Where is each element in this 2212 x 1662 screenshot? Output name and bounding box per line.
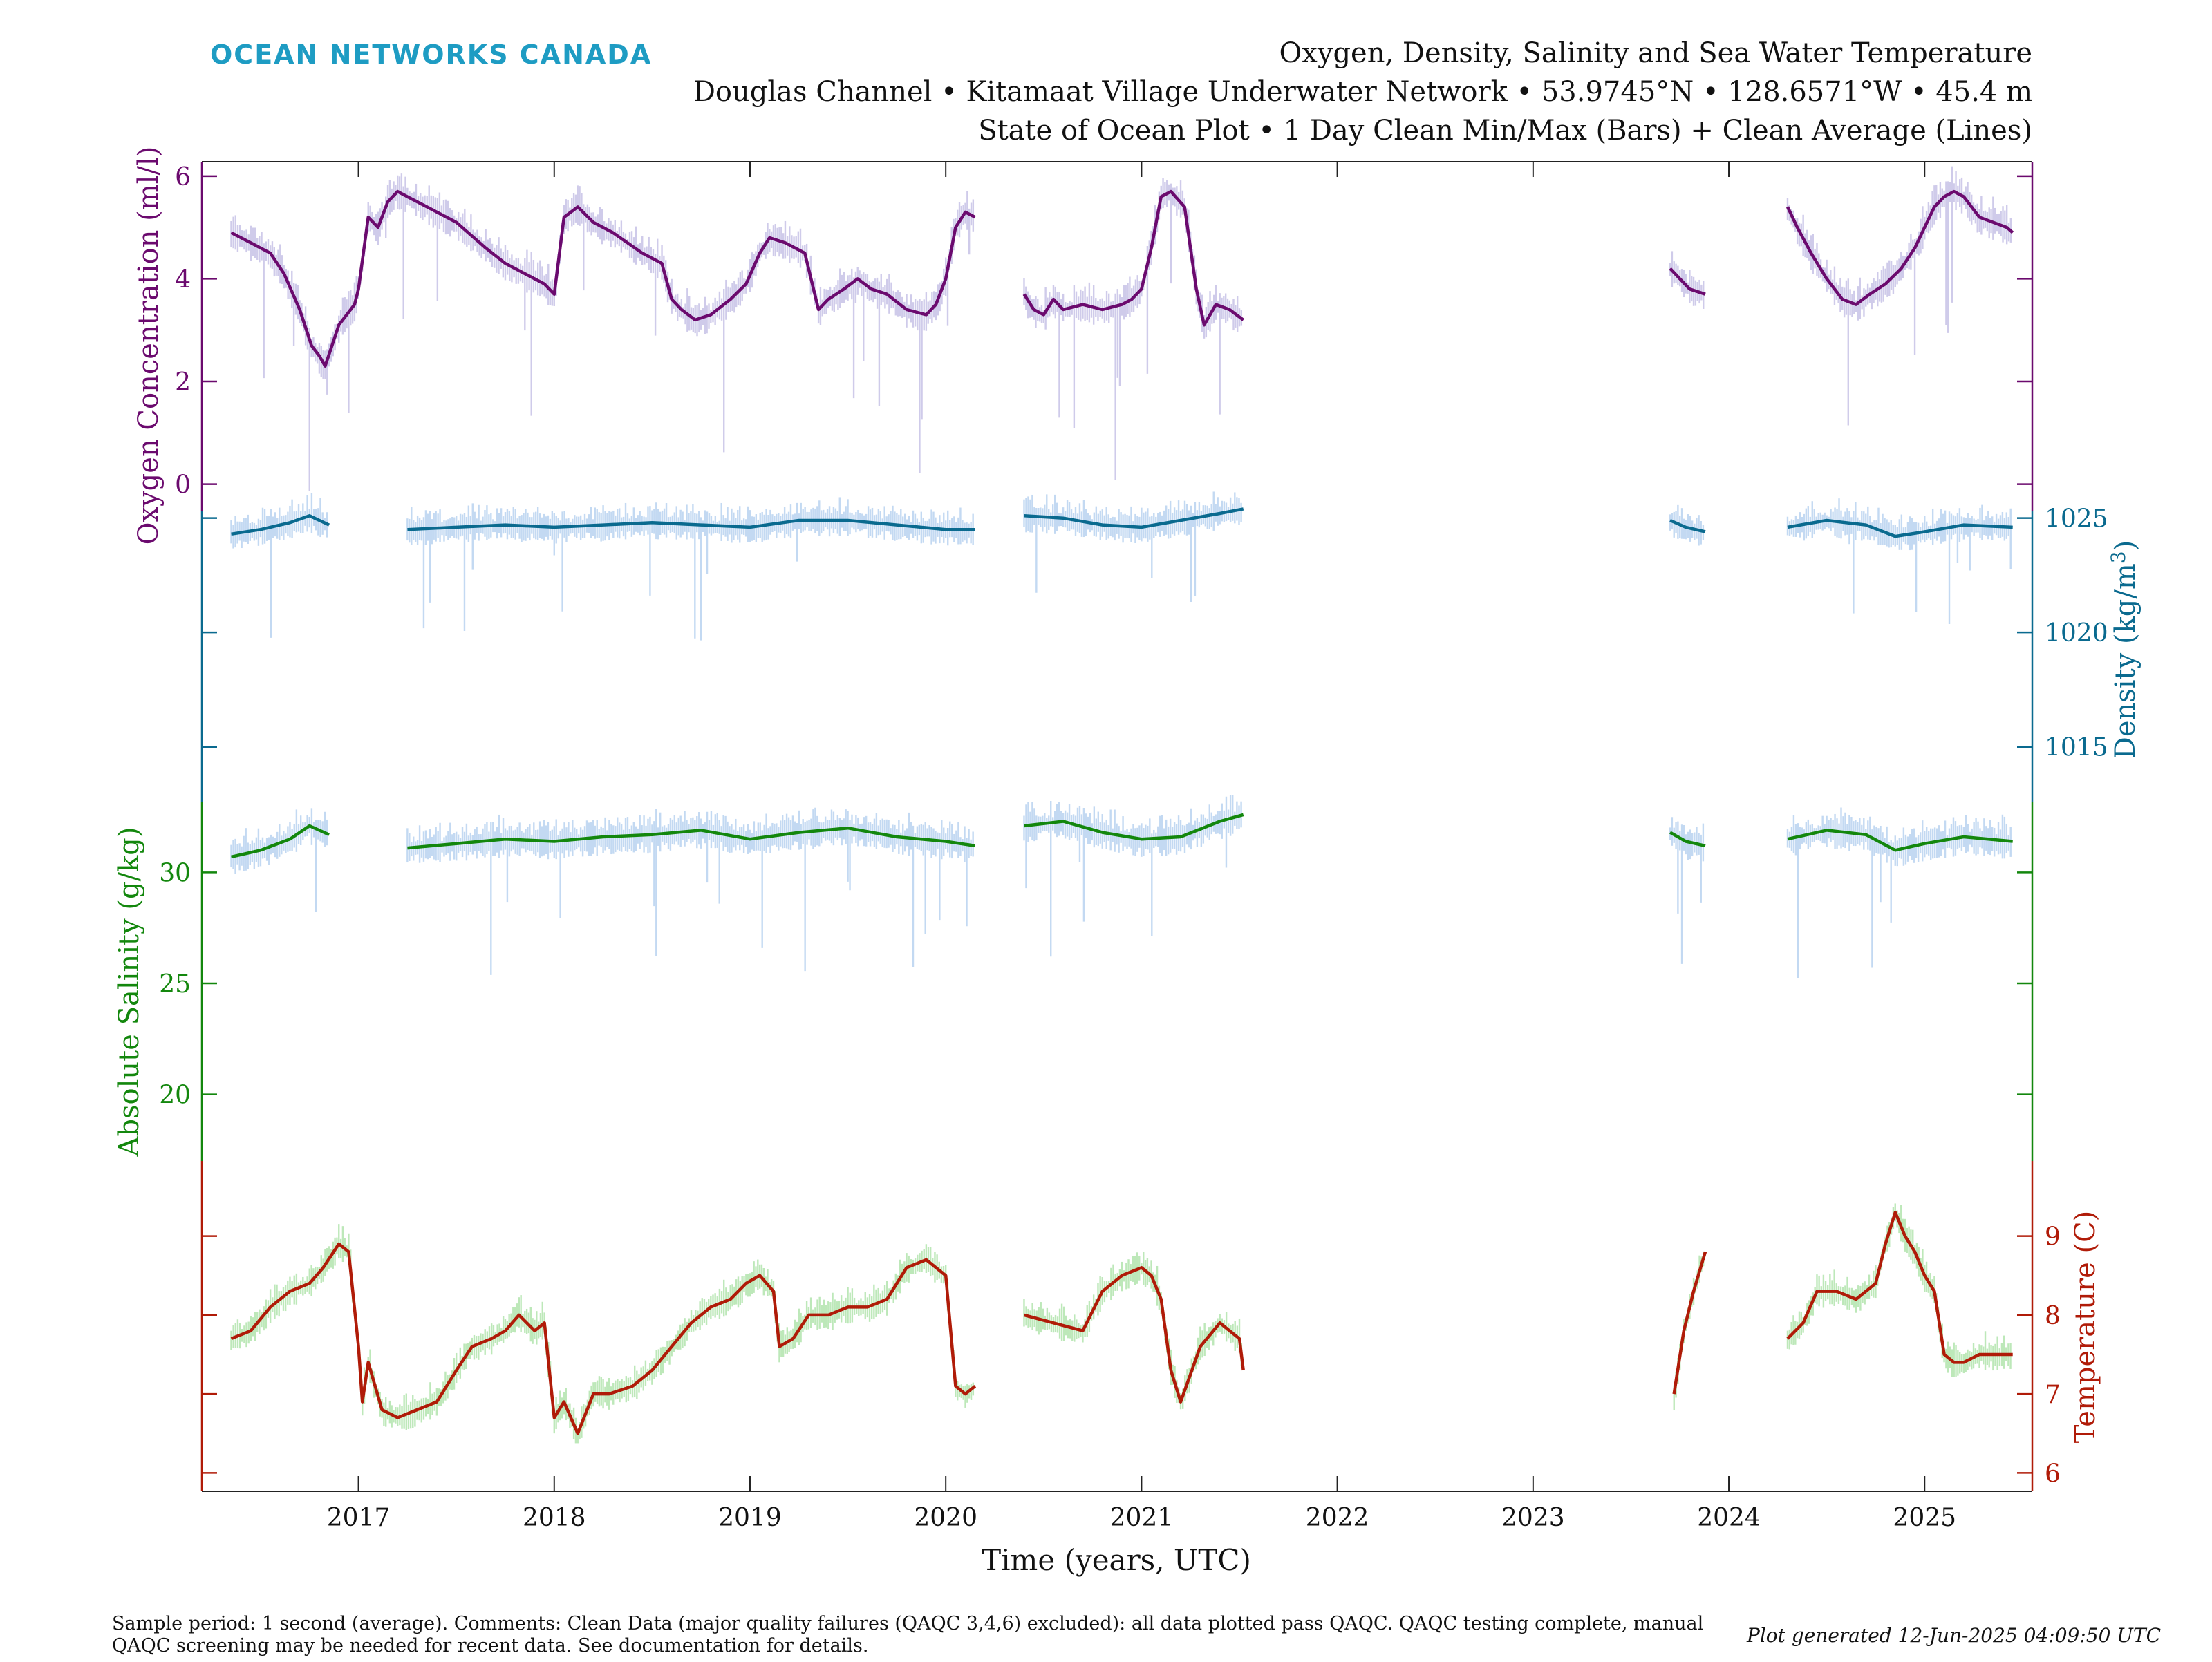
plot-generated-stamp: Plot generated 12-Jun-2025 04:09:50 UTC (1746, 1624, 2161, 1647)
y-tick-label: 20 (159, 1082, 191, 1110)
y-tick-label: 8 (2045, 1302, 2061, 1330)
series-line-oxygen-concentration (230, 189, 976, 368)
x-tick-label: 2020 (914, 1504, 977, 1532)
salinity-axis-label: Absolute Salinity (g/kg) (113, 827, 145, 1157)
x-tick-label: 2021 (1110, 1504, 1174, 1532)
average-lines (230, 189, 2014, 1435)
title-line-3: State of Ocean Plot • 1 Day Clean Min/Ma… (978, 115, 2032, 147)
x-tick-label: 2023 (1501, 1504, 1565, 1532)
y-tick-label: 6 (175, 163, 191, 191)
density-axis-label: Density (kg/m3) (2107, 540, 2141, 759)
y-tick-label: 9 (2045, 1223, 2061, 1252)
oxygen-axis-label: Oxygen Concentration (ml/l) (133, 147, 165, 545)
series-line-density (1787, 518, 2013, 538)
series-line-absolute-salinity (1669, 831, 1706, 848)
series-line-oxygen-concentration (1669, 267, 1706, 296)
minmax-range-bars (230, 166, 2012, 1444)
x-tick-label: 2019 (718, 1504, 782, 1532)
series-line-temperature (1786, 1211, 2013, 1364)
title-line-2: Douglas Channel • Kitamaat Village Under… (693, 76, 2032, 108)
y-tick-label: 1020 (2045, 619, 2108, 648)
series-line-absolute-salinity (231, 824, 330, 859)
footer-note-line-1: Sample period: 1 second (average). Comme… (112, 1613, 1703, 1634)
x-tick-label: 2025 (1893, 1504, 1956, 1532)
y-tick-label: 25 (159, 970, 191, 999)
y-tick-label: 2 (175, 368, 191, 397)
y-tick-label: 30 (159, 859, 191, 887)
x-tick-label: 2024 (1697, 1504, 1761, 1532)
series-line-absolute-salinity (1787, 829, 2013, 852)
y-tick-label: 7 (2045, 1381, 2061, 1409)
series-line-temperature (1672, 1251, 1707, 1395)
y-tick-label: 0 (175, 471, 191, 500)
series-line-density (407, 518, 975, 531)
title-line-1: Oxygen, Density, Salinity and Sea Water … (1280, 37, 2033, 69)
series-line-temperature (1023, 1266, 1245, 1404)
series-line-density (1024, 507, 1244, 529)
y-tick-label: 6 (2045, 1460, 2061, 1488)
series-line-density (1669, 518, 1706, 533)
series-line-temperature (230, 1242, 977, 1435)
x-tick-label: 2022 (1306, 1504, 1369, 1532)
footer-note-line-2: QAQC screening may be needed for recent … (112, 1635, 868, 1656)
temperature-axis-label: Temperature (C) (2070, 1211, 2101, 1444)
series-line-density (231, 514, 330, 536)
brand-logo-text: OCEAN NETWORKS CANADA (210, 39, 652, 70)
series-line-oxygen-concentration (1785, 189, 2014, 306)
series-line-absolute-salinity (1024, 813, 1244, 841)
x-tick-label: 2018 (523, 1504, 586, 1532)
series-line-absolute-salinity (407, 826, 976, 850)
axes: 2017 2018 2019 2020 2021 2022 2023 2024 20250246… (159, 161, 2108, 1532)
y-tick-label: 4 (175, 265, 191, 294)
x-tick-label: 2017 (327, 1504, 391, 1532)
y-tick-label: 1025 (2045, 505, 2108, 533)
series-line-oxygen-concentration (1022, 189, 1245, 327)
x-axis-label: Time (years, UTC) (982, 1543, 1251, 1577)
y-tick-label: 1015 (2045, 734, 2108, 762)
